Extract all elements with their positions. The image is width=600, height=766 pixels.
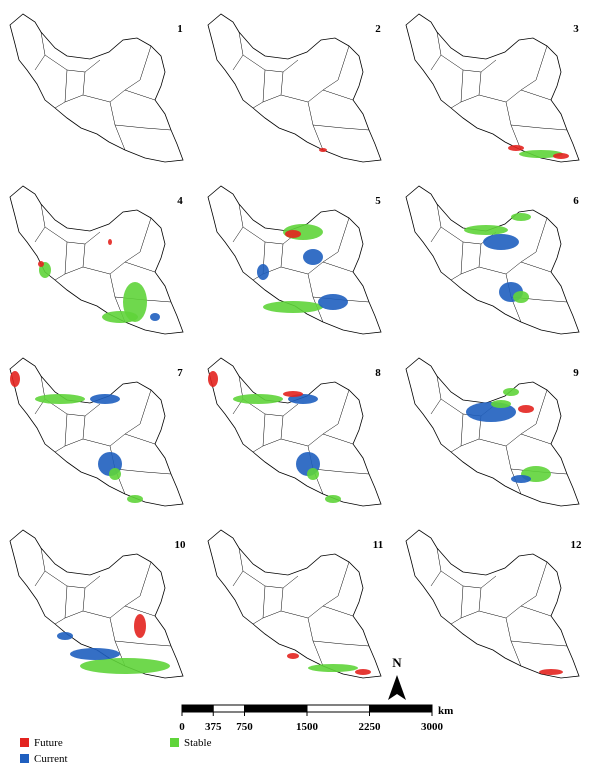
range-patch [134,614,146,638]
map-panel: 7 [9,357,184,507]
range-patch [127,495,143,503]
panel-label: 5 [375,195,381,207]
legend-swatch [170,738,179,747]
map-panel: 4 [9,185,184,335]
range-patch [539,669,563,675]
map-panel: 1 [9,13,184,163]
range-patch [287,653,299,659]
range-patch [57,632,73,640]
scale-tick-label: 750 [236,721,253,733]
range-patch [263,301,323,313]
scale-bar: 0 375 750 1500 2250 3000 km [179,704,453,733]
iran-map [405,529,580,679]
scale-tick-label: 1500 [296,721,319,733]
range-patch [38,261,44,267]
map-panel: 12 [405,529,583,679]
panel-label: 8 [375,367,381,379]
range-patch [511,475,531,483]
scale-segment [181,704,214,713]
map-panel: 5 [207,185,382,335]
legend-swatch [20,754,29,763]
panel-label: 6 [573,195,579,207]
range-patch [319,148,327,152]
range-patch [257,264,269,280]
scale-tick-label: 3000 [421,721,444,733]
legend: Future Current Stable [20,737,212,765]
map-panel: 3 [405,13,580,163]
panel-label: 10 [175,539,187,551]
scale-segment [244,704,308,713]
range-patch [150,313,160,321]
range-patch [464,225,508,235]
range-patch [553,153,569,159]
north-arrow-icon [388,675,406,700]
range-patch [233,394,283,404]
range-patch [503,388,519,396]
range-patch [511,213,531,221]
range-patch [307,468,319,480]
range-patch [10,371,20,387]
scale-segment [306,704,370,713]
panel-label: 2 [375,23,381,35]
legend-swatch [20,738,29,747]
range-patch [513,291,529,303]
north-arrow: N [388,655,406,700]
map-panel: 10 [9,529,187,679]
range-patch [508,145,524,151]
scale-segment [369,704,433,713]
panel-label: 4 [177,195,183,207]
scale-tick-label: 375 [205,721,222,733]
range-patch [208,371,218,387]
panel-label: 7 [177,367,183,379]
range-patch [519,150,563,158]
panel-label: 11 [373,539,383,551]
range-patch [518,405,534,413]
legend-label: Stable [184,737,212,749]
panels: 1 2 34 5 67 8 910 11 12 [9,13,583,679]
legend-label: Future [34,737,63,749]
legend-label: Current [34,753,68,765]
range-patch [285,230,301,238]
range-patch [483,234,519,250]
panel-label: 3 [573,23,579,35]
range-patch [70,648,120,660]
iran-map [405,357,580,507]
range-patch [318,294,348,310]
north-label: N [392,655,402,670]
range-patch [303,249,323,265]
map-panel: 8 [207,357,382,507]
scale-segment [212,704,245,713]
iran-map [9,357,184,507]
range-patch [308,664,358,672]
scale-unit: km [438,705,453,717]
panel-label: 12 [571,539,583,551]
range-patch [109,468,121,480]
map-panel: 2 [207,13,382,163]
scale-tick-label: 2250 [359,721,382,733]
panel-label: 9 [573,367,579,379]
range-patch [325,495,341,503]
iran-map [9,185,184,335]
iran-map [9,13,184,163]
range-patch [108,239,112,245]
map-panel: 9 [405,357,580,507]
scale-tick-label: 0 [179,721,185,733]
range-patch [491,400,511,408]
range-patch [102,311,138,323]
range-patch [283,391,303,397]
range-patch [35,394,85,404]
panel-label: 1 [177,23,183,35]
map-panel: 6 [405,185,580,335]
range-patch [90,394,120,404]
iran-map [207,13,382,163]
range-patch [355,669,371,675]
range-patch [80,658,170,674]
map-panel: 11 [207,529,383,679]
iran-map [405,185,580,335]
iran-map [405,13,580,163]
iran-map [207,357,382,507]
